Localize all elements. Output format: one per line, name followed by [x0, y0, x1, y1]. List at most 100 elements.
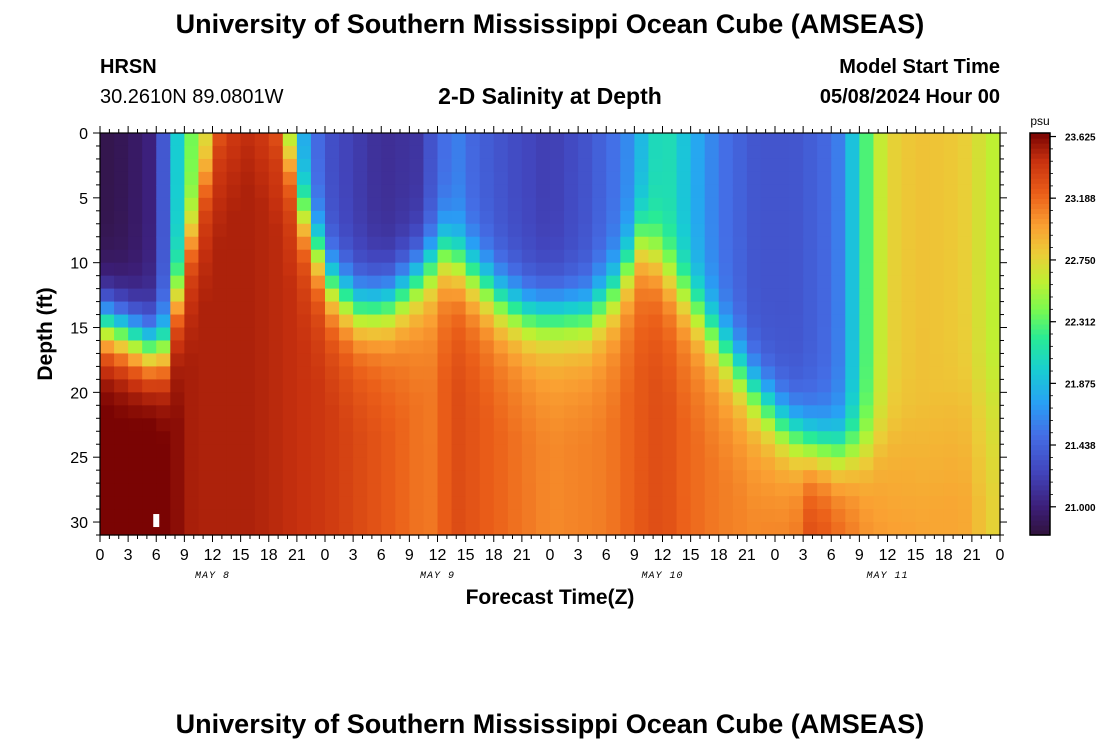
heatmap-cell: [254, 301, 270, 316]
heatmap-cell: [746, 353, 762, 368]
heatmap-cell: [606, 249, 621, 264]
heatmap-cell: [268, 457, 284, 471]
heatmap-cell: [240, 223, 256, 238]
heatmap-cell: [845, 509, 860, 523]
heatmap-cell: [929, 171, 945, 186]
x-tick-label: 12: [204, 547, 222, 564]
heatmap-cell: [184, 483, 200, 497]
heatmap-cell: [915, 379, 931, 393]
heatmap-cell: [128, 171, 143, 186]
heatmap-cell: [606, 418, 621, 432]
colorbar-segment: [1030, 278, 1050, 285]
heatmap-cell: [198, 496, 214, 510]
heatmap-cell: [760, 431, 776, 445]
heatmap-cell: [915, 262, 931, 277]
heatmap-cell: [395, 223, 410, 238]
heatmap-cell: [170, 392, 185, 406]
heatmap-cell: [409, 223, 425, 238]
heatmap-cell: [268, 236, 284, 251]
heatmap-cell: [985, 262, 1001, 277]
heatmap-cell: [423, 327, 439, 342]
heatmap-cell: [901, 340, 917, 355]
heatmap-cell: [100, 145, 115, 160]
model-start-value: 05/08/2024 Hour 00: [819, 86, 1000, 108]
heatmap-cell: [718, 145, 734, 160]
heatmap-cell: [915, 431, 931, 445]
heatmap-cell: [114, 522, 129, 536]
heatmap-cell: [775, 483, 790, 497]
heatmap-cell: [550, 158, 565, 173]
heatmap-cell: [465, 431, 481, 445]
heatmap-cell: [929, 392, 945, 406]
heatmap-cell: [634, 496, 650, 510]
x-tick-label: 18: [935, 547, 953, 564]
heatmap-cell: [451, 197, 467, 212]
heatmap-cell: [620, 158, 635, 173]
heatmap-cell: [310, 171, 326, 186]
heatmap-cell: [859, 366, 875, 380]
heatmap-cell: [535, 496, 551, 510]
heatmap-cell: [550, 210, 565, 225]
heatmap-cell: [887, 483, 903, 497]
x-tick-label: 15: [457, 547, 475, 564]
heatmap-cell: [142, 262, 157, 277]
heatmap-cell: [339, 496, 354, 510]
heatmap-cell: [156, 444, 171, 458]
heatmap-cell: [578, 171, 593, 186]
heatmap-cell: [409, 275, 425, 290]
heatmap-cell: [929, 340, 945, 355]
heatmap-cell: [437, 509, 453, 523]
heatmap-cell: [606, 353, 621, 368]
heatmap-cell: [367, 249, 382, 264]
heatmap-cell: [409, 301, 425, 316]
heatmap-cell: [325, 418, 340, 432]
heatmap-cell: [479, 340, 495, 355]
heatmap-cell: [887, 522, 903, 536]
heatmap-cell: [718, 431, 734, 445]
heatmap-cell: [775, 288, 790, 303]
heatmap-cell: [803, 197, 818, 212]
heatmap-cell: [100, 327, 115, 342]
heatmap-cell: [521, 457, 537, 471]
heatmap-cell: [971, 197, 987, 212]
heatmap-cell: [493, 314, 509, 329]
heatmap-cell: [620, 171, 635, 186]
heatmap-cell: [845, 288, 860, 303]
heatmap-cell: [128, 197, 143, 212]
heatmap-cell: [128, 262, 143, 277]
heatmap-cell: [775, 379, 790, 393]
heatmap-cell: [156, 379, 171, 393]
heatmap-cell: [971, 522, 987, 536]
heatmap-cell: [803, 262, 818, 277]
heatmap-cell: [859, 236, 875, 251]
heatmap-cell: [817, 171, 832, 186]
colorbar-segment: [1030, 298, 1050, 305]
heatmap-cell: [128, 496, 143, 510]
heatmap-cell: [578, 327, 593, 342]
heatmap-cell: [620, 379, 635, 393]
heatmap-cell: [732, 353, 748, 368]
heatmap-cell: [873, 249, 889, 264]
heatmap-cell: [535, 314, 551, 329]
heatmap-cell: [310, 210, 326, 225]
heatmap-cell: [831, 288, 846, 303]
heatmap-cell: [353, 197, 368, 212]
heatmap-cell: [156, 327, 171, 342]
heatmap-cell: [465, 444, 481, 458]
heatmap-cell: [198, 223, 214, 238]
heatmap-cell: [831, 314, 846, 329]
heatmap-cell: [367, 483, 382, 497]
heatmap-cell: [634, 210, 650, 225]
heatmap-cell: [114, 288, 129, 303]
heatmap-cell: [831, 379, 846, 393]
heatmap-cell: [296, 405, 312, 419]
heatmap-cell: [465, 197, 481, 212]
heatmap-cell: [226, 353, 242, 368]
heatmap-cell: [521, 431, 537, 445]
heatmap-cell: [662, 366, 678, 380]
heatmap-cell: [156, 509, 171, 523]
heatmap-cell: [789, 392, 804, 406]
heatmap-cell: [367, 327, 382, 342]
heatmap-cell: [550, 223, 565, 238]
